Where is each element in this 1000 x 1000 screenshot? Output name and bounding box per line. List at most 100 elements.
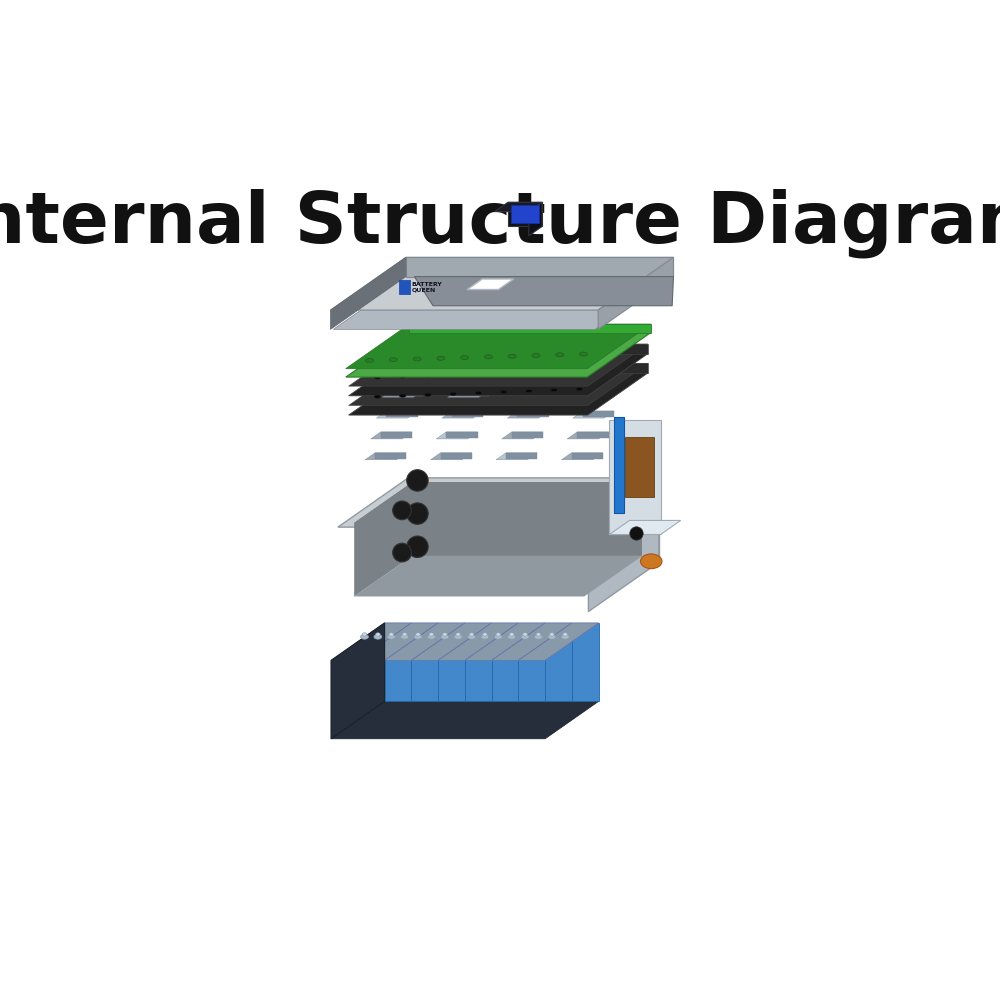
- Ellipse shape: [475, 391, 482, 395]
- Circle shape: [407, 503, 428, 524]
- Polygon shape: [406, 257, 673, 277]
- Polygon shape: [331, 623, 385, 739]
- Ellipse shape: [437, 356, 445, 360]
- Ellipse shape: [374, 395, 381, 398]
- Ellipse shape: [484, 355, 492, 359]
- Ellipse shape: [508, 635, 516, 639]
- Polygon shape: [411, 623, 438, 701]
- Polygon shape: [381, 432, 412, 438]
- Ellipse shape: [360, 635, 369, 639]
- Polygon shape: [346, 324, 651, 369]
- Text: BATTERY
QUEEN: BATTERY QUEEN: [412, 282, 442, 293]
- Polygon shape: [331, 257, 406, 329]
- Polygon shape: [385, 623, 465, 660]
- Polygon shape: [331, 257, 673, 310]
- Polygon shape: [365, 453, 406, 460]
- Polygon shape: [371, 432, 412, 439]
- Ellipse shape: [461, 356, 469, 360]
- Ellipse shape: [416, 633, 420, 636]
- Polygon shape: [572, 623, 599, 701]
- Ellipse shape: [441, 635, 449, 639]
- Ellipse shape: [399, 375, 406, 378]
- Polygon shape: [517, 411, 549, 417]
- Polygon shape: [392, 390, 423, 396]
- Polygon shape: [529, 202, 542, 236]
- Ellipse shape: [551, 388, 558, 392]
- Polygon shape: [441, 453, 472, 459]
- Polygon shape: [331, 701, 599, 739]
- Circle shape: [407, 470, 428, 491]
- Ellipse shape: [425, 374, 431, 377]
- Ellipse shape: [641, 554, 662, 569]
- Polygon shape: [609, 520, 681, 534]
- Text: Internal Structure Diagram: Internal Structure Diagram: [0, 189, 1000, 258]
- Ellipse shape: [500, 390, 507, 394]
- Ellipse shape: [509, 633, 514, 636]
- Polygon shape: [625, 437, 654, 497]
- Ellipse shape: [450, 392, 457, 395]
- Ellipse shape: [526, 389, 532, 393]
- Polygon shape: [458, 390, 489, 396]
- Ellipse shape: [468, 635, 476, 639]
- Ellipse shape: [523, 633, 527, 636]
- Ellipse shape: [389, 633, 394, 636]
- Ellipse shape: [374, 376, 381, 379]
- Polygon shape: [502, 432, 543, 439]
- Polygon shape: [507, 411, 549, 418]
- Ellipse shape: [548, 635, 556, 639]
- Polygon shape: [333, 277, 671, 329]
- Polygon shape: [382, 390, 423, 397]
- Ellipse shape: [376, 633, 380, 636]
- Ellipse shape: [563, 633, 568, 636]
- Ellipse shape: [413, 357, 421, 361]
- Polygon shape: [614, 417, 624, 513]
- Polygon shape: [412, 482, 642, 556]
- Ellipse shape: [469, 633, 474, 636]
- Polygon shape: [376, 411, 418, 418]
- Ellipse shape: [534, 635, 542, 639]
- Polygon shape: [448, 390, 489, 397]
- Polygon shape: [385, 623, 411, 701]
- Polygon shape: [375, 453, 406, 459]
- Ellipse shape: [442, 633, 447, 636]
- Polygon shape: [467, 279, 514, 290]
- Ellipse shape: [454, 635, 462, 639]
- Ellipse shape: [425, 393, 431, 396]
- Bar: [399, 280, 410, 294]
- Polygon shape: [349, 363, 648, 405]
- Polygon shape: [438, 623, 518, 660]
- Ellipse shape: [561, 635, 569, 639]
- Polygon shape: [386, 411, 418, 417]
- Ellipse shape: [532, 353, 540, 357]
- Polygon shape: [414, 277, 673, 306]
- Ellipse shape: [580, 352, 588, 356]
- Ellipse shape: [576, 368, 583, 372]
- Polygon shape: [409, 363, 648, 373]
- Polygon shape: [508, 202, 542, 226]
- Circle shape: [630, 527, 643, 540]
- Polygon shape: [512, 432, 543, 438]
- Polygon shape: [518, 623, 545, 701]
- Ellipse shape: [475, 372, 482, 375]
- Polygon shape: [573, 411, 614, 418]
- Polygon shape: [446, 432, 478, 438]
- Polygon shape: [354, 556, 642, 596]
- Circle shape: [393, 501, 411, 520]
- Polygon shape: [567, 432, 609, 439]
- Polygon shape: [408, 478, 659, 562]
- Polygon shape: [495, 202, 542, 212]
- Polygon shape: [411, 623, 492, 660]
- Ellipse shape: [481, 635, 489, 639]
- Polygon shape: [438, 623, 465, 701]
- Ellipse shape: [401, 635, 409, 639]
- Polygon shape: [518, 623, 599, 660]
- Polygon shape: [338, 478, 659, 527]
- Ellipse shape: [526, 370, 532, 373]
- Polygon shape: [452, 411, 483, 417]
- Polygon shape: [511, 205, 539, 223]
- Circle shape: [393, 543, 411, 562]
- Polygon shape: [577, 432, 609, 438]
- Ellipse shape: [500, 371, 507, 374]
- Polygon shape: [354, 482, 412, 596]
- Ellipse shape: [521, 635, 529, 639]
